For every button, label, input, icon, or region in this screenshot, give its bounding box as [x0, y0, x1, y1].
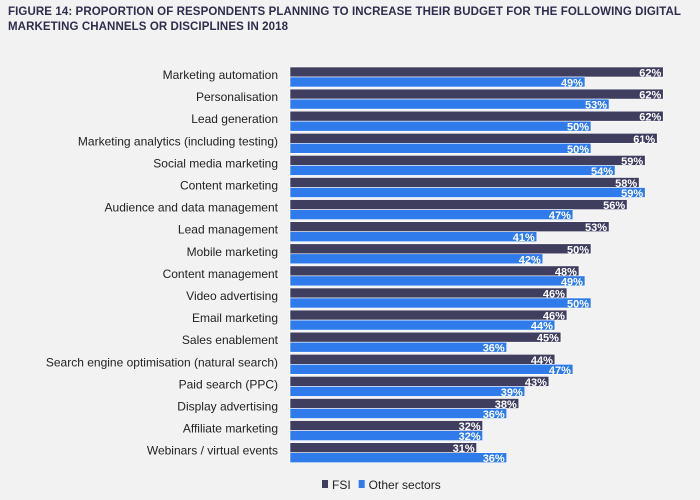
bar-fsi	[289, 287, 568, 299]
data-label: 62%	[639, 68, 661, 80]
data-label: 62%	[639, 112, 661, 124]
data-label: 58%	[615, 178, 637, 190]
category-label: Video advertising	[186, 289, 278, 303]
data-label: 36%	[483, 453, 505, 465]
category-label: Marketing automation	[163, 68, 278, 82]
bar-fsi	[289, 177, 640, 188]
bar-other-sectors	[289, 341, 508, 353]
bar-fsi	[289, 243, 592, 255]
category-label: Paid search (PPC)	[179, 377, 278, 391]
data-label: 47%	[549, 210, 571, 222]
bar-fsi	[289, 420, 483, 431]
data-label: 38%	[495, 399, 517, 411]
category-label: Lead generation	[191, 112, 278, 126]
bar-other-sectors	[289, 253, 544, 265]
bar-other-sectors	[289, 209, 574, 220]
bar-other-sectors	[289, 76, 586, 88]
category-label: Affiliate marketing	[183, 422, 278, 436]
data-label: 36%	[483, 343, 505, 355]
category-label: Audience and data management	[105, 201, 279, 215]
data-label: 44%	[531, 321, 553, 333]
bar-other-sectors	[289, 319, 556, 331]
category-label: Email marketing	[192, 311, 278, 325]
bar-other-sectors	[289, 386, 526, 397]
category-label: Personalisation	[196, 90, 278, 104]
bar-fsi	[289, 66, 664, 78]
bar-fsi	[289, 133, 658, 144]
bar-fsi	[289, 110, 664, 122]
bar-other-sectors	[289, 430, 483, 441]
bar-fsi	[289, 442, 477, 454]
bar-other-sectors	[289, 120, 592, 132]
data-label: 39%	[501, 387, 523, 399]
bar-other-sectors	[289, 187, 646, 198]
bar-other-sectors	[289, 231, 538, 242]
data-label: 49%	[561, 276, 583, 288]
data-label: 53%	[585, 100, 607, 112]
data-label: 41%	[513, 232, 535, 244]
legend-label: Other sectors	[369, 478, 441, 492]
bar-fsi	[289, 199, 628, 210]
bar-fsi	[289, 155, 646, 166]
data-label: 32%	[459, 421, 481, 433]
category-label: Content management	[163, 267, 279, 281]
data-label: 50%	[567, 122, 589, 134]
data-label: 43%	[525, 377, 547, 389]
data-label: 44%	[531, 355, 553, 367]
category-label: Marketing analytics (including testing)	[78, 134, 278, 148]
data-label: 59%	[621, 188, 643, 200]
category-label: Content marketing	[180, 179, 278, 193]
data-label: 53%	[585, 222, 607, 234]
category-label: Webinars / virtual events	[147, 444, 278, 458]
bar-fsi	[289, 398, 520, 409]
bar-other-sectors	[289, 275, 586, 287]
bar-fsi	[289, 221, 610, 232]
data-label: 54%	[591, 166, 613, 178]
category-label: Mobile marketing	[187, 245, 278, 259]
bar-fsi	[289, 331, 562, 343]
data-label: 46%	[543, 289, 565, 301]
chart-title: FIGURE 14: PROPORTION OF RESPONDENTS PLA…	[8, 6, 681, 33]
data-label: 59%	[621, 156, 643, 168]
data-label: 50%	[567, 244, 589, 256]
data-label: 46%	[543, 311, 565, 323]
category-label: Search engine optimisation (natural sear…	[46, 355, 278, 369]
data-label: 56%	[603, 200, 625, 212]
bar-fsi	[289, 265, 580, 277]
data-label: 48%	[555, 266, 577, 278]
data-label: 61%	[633, 134, 655, 146]
bar-other-sectors	[289, 452, 508, 464]
bar-other-sectors	[289, 408, 508, 419]
data-label: 62%	[639, 90, 661, 102]
category-label: Social media marketing	[153, 156, 278, 170]
bar-other-sectors	[289, 165, 616, 176]
bar-other-sectors	[289, 297, 592, 309]
category-label: Display advertising	[177, 400, 278, 414]
data-label: 32%	[459, 431, 481, 443]
legend-swatch	[358, 480, 365, 488]
bar-other-sectors	[289, 98, 610, 110]
bar-other-sectors	[289, 143, 592, 154]
legend-swatch	[322, 480, 328, 488]
bar-other-sectors	[289, 363, 574, 375]
data-label: 31%	[453, 443, 475, 455]
data-label: 49%	[561, 78, 583, 90]
bar-fsi	[289, 376, 550, 387]
data-label: 50%	[567, 144, 589, 156]
category-label: Lead management	[178, 223, 279, 237]
bar-fsi	[289, 88, 664, 100]
data-label: 47%	[549, 365, 571, 377]
data-label: 50%	[567, 299, 589, 311]
data-label: 36%	[483, 409, 505, 421]
category-label: Sales enablement	[182, 333, 279, 347]
data-label: 42%	[519, 254, 541, 266]
bar-fsi	[289, 309, 568, 321]
data-label: 45%	[537, 333, 559, 345]
legend-label: FSI	[332, 478, 351, 492]
bar-fsi	[289, 353, 556, 365]
